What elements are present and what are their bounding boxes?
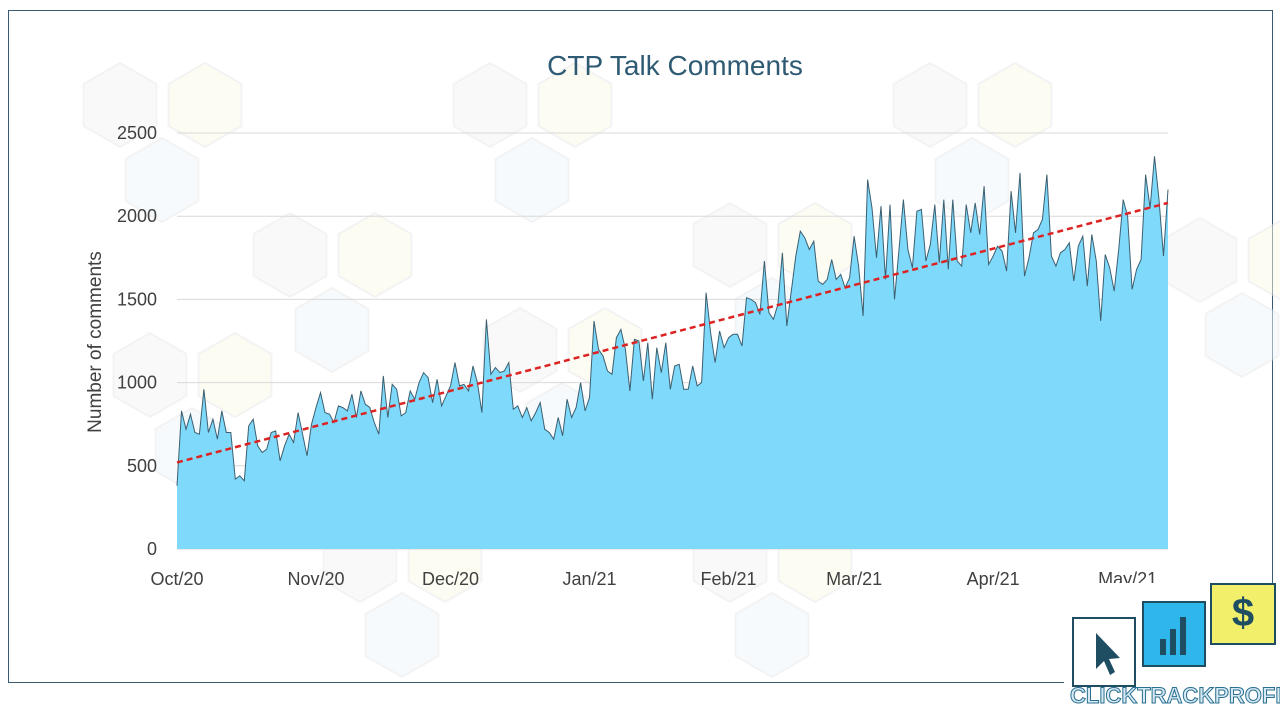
watermark-hexagon bbox=[167, 61, 243, 149]
y-tick-label: 500 bbox=[127, 456, 157, 476]
x-tick-label: Feb/21 bbox=[701, 569, 757, 589]
logo-cursor-box bbox=[1072, 617, 1136, 687]
watermark-hexagon bbox=[1204, 291, 1280, 379]
watermark-hexagon bbox=[112, 331, 188, 419]
watermark-hexagon bbox=[494, 136, 570, 224]
y-tick-label: 0 bbox=[147, 539, 157, 559]
tick-labels: 0 500 1000 1500 2000 2500 Oct/20 Nov/20 Dec/20 Ja… bbox=[117, 123, 1157, 589]
watermark-hexagon bbox=[252, 211, 328, 299]
watermark-hexagon bbox=[1162, 216, 1238, 304]
watermark-hexagon bbox=[452, 61, 528, 149]
x-tick-label: Oct/20 bbox=[150, 569, 203, 589]
y-tick-label: 2000 bbox=[117, 206, 157, 226]
x-tick-label: Jan/21 bbox=[563, 569, 617, 589]
watermark-hexagon bbox=[197, 331, 273, 419]
logo-text: CLICKTRACKPROFIT bbox=[1070, 683, 1280, 709]
area-fill-daily-comments bbox=[177, 156, 1168, 550]
x-tick-label: Apr/21 bbox=[967, 569, 1020, 589]
logo-chart-box bbox=[1142, 601, 1206, 667]
logo-dollar-box: $ bbox=[1210, 583, 1276, 645]
watermark-hexagon bbox=[692, 201, 768, 289]
watermark-hexagon bbox=[124, 136, 200, 224]
x-tick-label: Nov/20 bbox=[287, 569, 344, 589]
watermark-hexagon bbox=[294, 286, 370, 374]
watermark-hexagon bbox=[337, 211, 413, 299]
y-axis-label: Number of comments bbox=[85, 251, 106, 433]
dollar-icon: $ bbox=[1231, 591, 1255, 635]
bar-chart-icon bbox=[1160, 617, 1186, 655]
line-daily-comments bbox=[176, 156, 1169, 486]
x-tick-label: Mar/21 bbox=[826, 569, 882, 589]
watermark-hexagon bbox=[537, 61, 613, 149]
watermark-hexagon bbox=[977, 61, 1053, 149]
x-tick-label: Dec/20 bbox=[422, 569, 479, 589]
trend-layer bbox=[176, 201, 1169, 464]
series-layer bbox=[176, 156, 1169, 550]
trendline bbox=[176, 201, 1169, 464]
clicktrackprofit-logo: $ CLICKTRACKPROFIT bbox=[1064, 583, 1280, 709]
watermark-hexagon bbox=[364, 591, 440, 679]
watermark-hexagon bbox=[82, 61, 158, 149]
watermark-hexagon bbox=[482, 306, 558, 394]
y-tick-label: 1000 bbox=[117, 373, 157, 393]
watermark-hexagon bbox=[734, 591, 810, 679]
chart-title: CTP Talk Comments bbox=[547, 50, 803, 81]
y-tick-label: 2500 bbox=[117, 123, 157, 143]
watermark-hexagon bbox=[1247, 219, 1280, 301]
cursor-icon bbox=[1096, 633, 1120, 675]
y-tick-label: 1500 bbox=[117, 289, 157, 309]
watermark-hexagon bbox=[892, 61, 968, 149]
